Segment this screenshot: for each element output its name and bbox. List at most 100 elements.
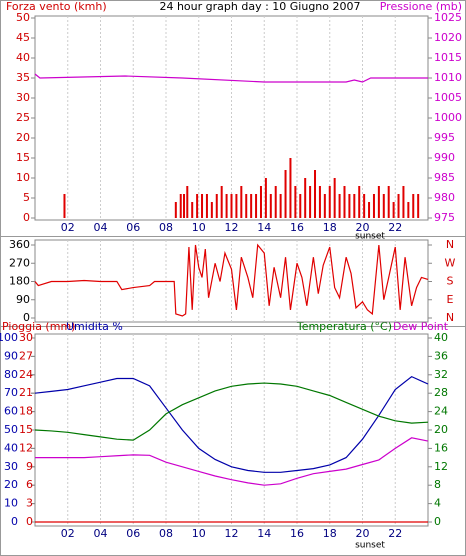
y-tick-label: 18	[19, 405, 33, 418]
wind-bar	[279, 194, 282, 218]
y-tick-label: 0	[23, 211, 30, 224]
y-tick-label: 1005	[434, 91, 462, 104]
temperature-legend: Temperatura (°C)	[296, 320, 392, 333]
wind-bar	[205, 194, 208, 218]
y-tick-label: 1010	[434, 71, 462, 84]
wind-bar	[230, 194, 233, 218]
y-tick-label: 27	[19, 349, 33, 362]
wind-bar	[417, 194, 420, 218]
x-tick-label: 02	[61, 527, 75, 540]
wind-bar	[304, 178, 307, 218]
y-tick-label: W	[445, 256, 456, 269]
wind-bar	[191, 202, 194, 218]
wind-bar	[225, 194, 228, 218]
rain-legend: Pioggia (mm)	[2, 320, 75, 333]
wind-bar	[269, 194, 272, 218]
wind-bar	[353, 194, 356, 218]
x-tick-label: 14	[257, 527, 271, 540]
y-tick-label: 35	[16, 71, 30, 84]
wind-bar	[63, 194, 66, 218]
x-tick-label: 18	[323, 221, 337, 234]
y-tick-label: N	[446, 238, 454, 251]
y-tick-label: 15	[19, 423, 33, 436]
y-tick-label: 180	[9, 275, 30, 288]
y-tick-label: 24	[434, 405, 448, 418]
y-tick-label: 995	[434, 131, 455, 144]
wind-axis-label: Forza vento (kmh)	[6, 0, 107, 13]
wind-bar	[174, 202, 177, 218]
wind-bar	[220, 186, 223, 218]
y-tick-label: N	[446, 311, 454, 324]
x-tick-label: 12	[225, 221, 239, 234]
wind-bar	[274, 186, 277, 218]
wind-bar	[196, 194, 199, 218]
y-tick-label: 50	[4, 423, 18, 436]
y-tick-label: 10	[4, 497, 18, 510]
series-line	[34, 243, 429, 317]
wind-bar	[412, 194, 415, 218]
y-tick-label: 270	[9, 256, 30, 269]
sunset-label: sunset	[355, 541, 385, 551]
y-tick-label: 1020	[434, 31, 462, 44]
y-tick-label: 20	[4, 478, 18, 491]
y-tick-label: 16	[434, 441, 448, 454]
wind-bar	[338, 194, 341, 218]
x-tick-label: 06	[126, 527, 140, 540]
y-tick-label: 24	[19, 368, 33, 381]
y-tick-label: 90	[16, 293, 30, 306]
y-tick-label: 980	[434, 191, 455, 204]
wind-bar	[289, 158, 292, 218]
y-tick-label: 0	[23, 311, 30, 324]
x-tick-label: 18	[323, 527, 337, 540]
x-tick-label: 10	[192, 221, 206, 234]
y-tick-label: 985	[434, 171, 455, 184]
wind-bar	[333, 178, 336, 218]
y-tick-label: 100	[0, 331, 18, 344]
y-tick-label: 6	[26, 478, 33, 491]
y-tick-label: 36	[434, 349, 448, 362]
x-tick-label: 02	[61, 221, 75, 234]
y-tick-label: 20	[434, 423, 448, 436]
y-tick-label: 975	[434, 211, 455, 224]
wind-bar	[240, 186, 243, 218]
x-tick-label: 08	[159, 221, 173, 234]
x-tick-label: 20	[356, 221, 370, 234]
y-tick-label: 0	[26, 515, 33, 528]
wind-bar	[299, 194, 302, 218]
y-tick-label: 15	[16, 151, 30, 164]
wind-bar	[210, 202, 213, 218]
y-tick-label: 90	[4, 349, 18, 362]
y-tick-label: 8	[434, 478, 441, 491]
x-tick-label: 14	[257, 221, 271, 234]
y-tick-label: S	[447, 275, 454, 288]
wind-bar	[377, 186, 380, 218]
dewpoint-legend: Dew Point	[393, 320, 449, 333]
wind-bar	[392, 202, 395, 218]
wind-bar	[363, 194, 366, 218]
y-tick-label: 28	[434, 386, 448, 399]
y-tick-label: 1025	[434, 11, 462, 24]
wind-bar	[245, 194, 248, 218]
y-tick-label: 30	[19, 331, 33, 344]
y-tick-label: 60	[4, 405, 18, 418]
wind-bar	[250, 194, 253, 218]
x-tick-label: 08	[159, 527, 173, 540]
y-tick-label: 10	[16, 171, 30, 184]
wind-bar	[397, 194, 400, 218]
wind-bar	[348, 194, 351, 218]
x-tick-label: 22	[388, 221, 402, 234]
wind-bar	[179, 194, 182, 218]
wind-bar	[235, 194, 238, 218]
series-line	[34, 73, 428, 83]
y-tick-label: 3	[26, 497, 33, 510]
y-tick-label: 5	[23, 191, 30, 204]
y-tick-label: 30	[4, 460, 18, 473]
y-tick-label: 1015	[434, 51, 462, 64]
x-tick-label: 04	[94, 527, 108, 540]
wind-bar	[201, 194, 204, 218]
wind-bar	[314, 170, 317, 218]
wind-bar	[259, 186, 262, 218]
y-tick-label: 25	[16, 111, 30, 124]
series-line	[34, 382, 429, 441]
sunset-label: sunset	[355, 232, 385, 242]
